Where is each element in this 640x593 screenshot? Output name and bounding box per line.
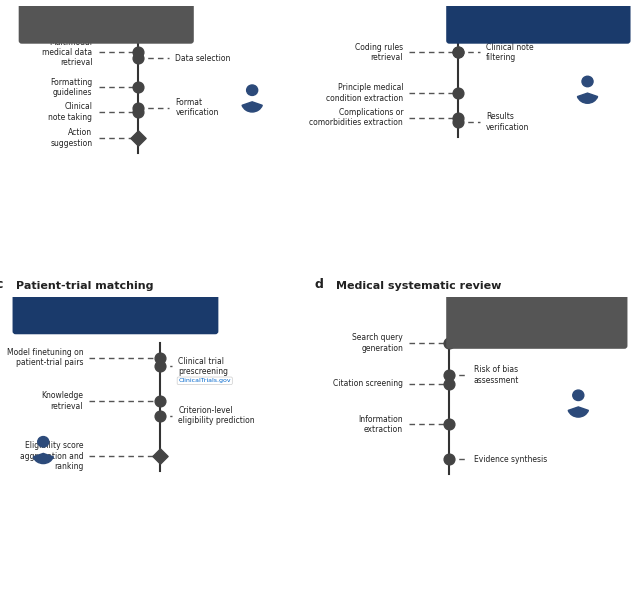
Wedge shape [577,93,598,103]
Text: Clinical
note taking: Clinical note taking [49,102,92,122]
Point [453,113,463,123]
Text: Medical systematic review: Medical systematic review [335,280,501,291]
Text: c: c [0,278,3,291]
Text: Secondary objective:: Secondary objective: [22,308,100,315]
Text: Objective:: Objective: [28,7,66,12]
Text: clinical notes: clinical notes [28,18,72,24]
Circle shape [246,85,258,95]
Text: code sets: code sets [456,14,488,20]
Text: Results
verification: Results verification [486,113,529,132]
Text: Action
suggestion: Action suggestion [51,129,92,148]
Text: evidence: evidence [456,305,486,311]
Text: Objective:: Objective: [456,297,493,303]
Text: Secondary objective:: Secondary objective: [456,23,533,28]
FancyBboxPatch shape [13,288,218,334]
Point [155,353,165,362]
Wedge shape [33,454,53,464]
Text: • Accuracy of the extracted: • Accuracy of the extracted [456,329,547,335]
Text: Precise coding from billable: Precise coding from billable [511,4,605,10]
Text: Accurate eligibility predictions: Accurate eligibility predictions [77,297,180,303]
Text: Risk of bias
assessment: Risk of bias assessment [474,365,519,385]
Point [133,103,143,113]
Text: Evidence synthesis: Evidence synthesis [474,455,547,464]
Text: Eligibility score
aggregation and
ranking: Eligibility score aggregation and rankin… [20,441,83,471]
Text: Optimized speed: Optimized speed [132,308,191,315]
Circle shape [38,436,49,447]
Point [133,133,143,143]
Point [453,47,463,57]
Text: Objective:: Objective: [22,297,60,303]
Text: and cost: and cost [22,320,51,326]
Text: Citation screening: Citation screening [333,379,403,388]
Text: Information
extraction: Information extraction [358,415,403,434]
Text: • Comprehensiveness of the: • Comprehensiveness of the [456,313,551,319]
Text: Constraints:: Constraints: [28,30,74,36]
Point [444,454,454,464]
Text: Multimodal
medical data
retrieval: Multimodal medical data retrieval [42,37,92,68]
Circle shape [573,390,584,400]
Text: Coding rules
retrieval: Coding rules retrieval [355,43,403,62]
Text: Data selection: Data selection [175,54,231,63]
Text: d: d [314,278,323,291]
FancyBboxPatch shape [446,0,630,44]
Text: Model finetuning on
patient-trial pairs: Model finetuning on patient-trial pairs [6,348,83,367]
Point [155,411,165,420]
Point [155,362,165,371]
Text: Formatting
guidelines: Formatting guidelines [50,78,92,97]
Point [444,379,454,388]
Text: Format
verification: Format verification [175,98,219,117]
Point [444,338,454,347]
Point [444,370,454,380]
Point [133,107,143,117]
Wedge shape [568,407,588,417]
Text: made code: made code [456,31,493,37]
Text: Complications or
comorbidities extraction: Complications or comorbidities extractio… [310,108,403,127]
Text: ClinicalTrials.gov: ClinicalTrials.gov [179,378,231,383]
Point [133,82,143,92]
Text: Knowledge
retrieval: Knowledge retrieval [41,391,83,411]
Text: Principle medical
condition extraction: Principle medical condition extraction [326,84,403,103]
Text: study results: study results [456,337,502,343]
Point [453,88,463,98]
FancyBboxPatch shape [19,0,194,44]
Text: Objective:: Objective: [456,4,493,10]
Point [133,47,143,57]
Point [453,47,463,57]
Point [444,420,454,429]
Text: Criterion-level
eligibility prediction: Criterion-level eligibility prediction [179,406,255,425]
Text: Trustworthy clinical: Trustworthy clinical [511,297,577,303]
Point [133,53,143,63]
Text: involved studies: involved studies [456,321,514,327]
Text: Patient-trial matching: Patient-trial matching [15,280,153,291]
Point [155,396,165,406]
Text: Accurate and concise: Accurate and concise [83,7,157,12]
Point [453,117,463,127]
Text: Clinical note
filtering: Clinical note filtering [486,43,534,62]
Text: Rationale for the: Rationale for the [566,23,624,28]
Point [155,452,165,461]
Text: Search query
generation: Search query generation [353,333,403,353]
Circle shape [582,76,593,87]
Text: Clinical trial
prescreening: Clinical trial prescreening [179,356,228,376]
FancyBboxPatch shape [446,291,627,349]
Wedge shape [242,102,262,112]
Text: Clinical note format: Clinical note format [94,30,163,36]
